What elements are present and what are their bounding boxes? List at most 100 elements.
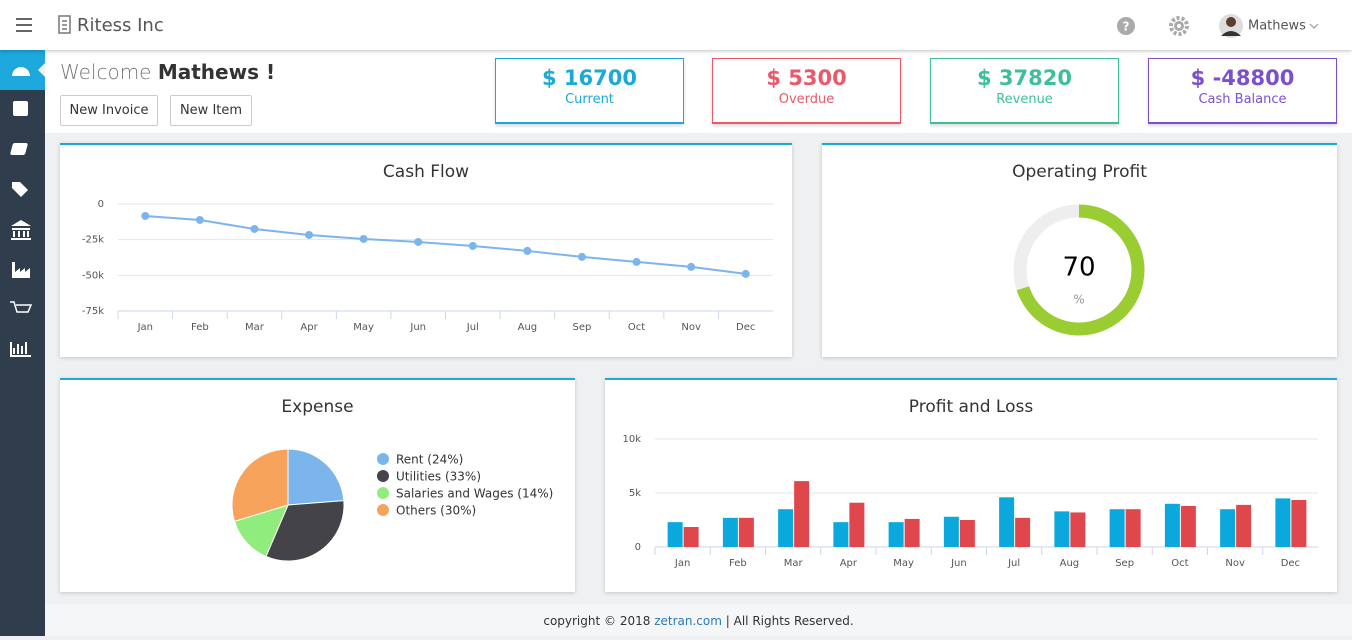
kpi-value: $ -48800 [1190,66,1295,90]
bar [1070,512,1086,547]
x-tick-label: May [353,322,374,333]
kpi-value: $ 16700 [542,66,637,90]
legend-label: Others (30%) [396,504,476,518]
bar [833,522,849,547]
chart-card: Operating Profit 70% [822,143,1337,357]
x-tick-label: Mar [784,558,804,569]
x-tick-label: Feb [729,558,747,569]
line [145,214,746,275]
y-tick-label: -25k [82,235,104,246]
kpi-label: Overdue [778,92,835,107]
kpi-card: $ -48800 Cash Balance [1148,58,1337,124]
welcome-bar [45,50,1352,133]
settings-icon[interactable] [1169,16,1189,36]
bar [667,522,683,547]
point [141,211,150,220]
x-tick-label: Dec [1281,558,1300,569]
bar [683,527,699,547]
x-tick-label: Dec [736,322,755,333]
menu-icon[interactable] [16,18,32,32]
x-tick-label: Aug [1060,558,1080,569]
point [632,257,641,266]
y-tick-label: -50k [82,270,104,281]
bar [1125,509,1141,547]
avatar[interactable] [1219,14,1243,38]
bar [1164,503,1180,547]
brand[interactable]: Ritess Inc [77,15,164,36]
sidebar [0,50,45,636]
chart: Expense Rent (24%) Utilities (33%) Salaries… [231,397,553,562]
copyright: copyright © 2018 [543,614,651,628]
x-tick-label: Jun [409,322,426,333]
x-tick-label: Sep [1115,558,1134,569]
point [468,241,477,250]
legend-label: Rent (24%) [396,453,463,467]
bar [943,516,959,547]
legend-swatch [377,487,389,499]
footer-link[interactable]: zetran.com [654,614,722,628]
report-icon[interactable] [10,342,31,357]
legend-swatch [377,470,389,482]
x-tick-label: Sep [573,322,592,333]
help-icon[interactable]: ? [1117,17,1135,35]
rights: | All Rights Reserved. [725,614,854,628]
industry-icon[interactable] [12,262,30,278]
kpi-card: $ 5300 Overdue [712,58,901,124]
x-tick-label: Apr [840,558,858,569]
pie-slice [287,448,345,506]
y-tick-label: 10k [622,434,641,445]
legend-label: Salaries and Wages (14%) [396,487,553,501]
bar [1291,500,1307,547]
point [577,252,586,261]
kpi-card: $ 16700 Current [495,58,684,124]
gauge-arc [1016,204,1145,336]
bar [1015,517,1031,547]
bar [1109,509,1125,547]
top-bar-icons: Ritess Inc ? Mathews [16,14,1319,38]
chart-card: Profit and Loss 0 5k 10k Jan Feb Mar Apr May Jun J… [605,378,1337,592]
button[interactable]: New Item [170,95,252,126]
x-tick-label: Oct [1171,558,1188,569]
kpi-label: Revenue [996,92,1053,107]
tag-icon[interactable] [12,182,28,197]
x-tick-label: Nov [681,322,701,333]
bar [1236,504,1252,547]
point [195,215,204,224]
kpi-value: $ 37820 [977,66,1072,90]
chart-card: Expense Rent (24%) Utilities (33%) Salaries… [60,378,575,592]
bank-icon[interactable] [11,220,31,240]
point [305,230,314,239]
user-caret[interactable] [1309,23,1319,29]
x-tick-label: Jul [466,322,479,333]
book-icon[interactable] [10,143,28,155]
point [414,237,423,246]
bar [904,518,920,547]
user-name[interactable]: Mathews [1248,19,1306,34]
x-tick-label: Mar [245,322,265,333]
dashboard-icon[interactable] [12,67,30,76]
chart: Profit and Loss 0 5k 10k Jan Feb Mar Apr May Jun J… [622,397,1318,569]
y-tick-label: 0 [635,542,641,553]
kpi-value: $ 5300 [766,66,847,90]
cart-icon[interactable] [10,301,33,313]
x-tick-label: Oct [628,322,645,333]
y-tick-label: -75k [82,306,104,317]
chart-card: Cash Flow 0 -25k -50k -75k Jan Feb Mar Apr May Jun… [60,143,792,357]
contacts-icon[interactable] [13,101,28,116]
bar [794,481,810,547]
top-bar: Ritess Inc ? Mathews [0,0,1352,50]
x-tick-label: Apr [300,322,318,333]
bar [1180,505,1196,547]
x-tick-label: Aug [518,322,538,333]
chart-title: Cash Flow [383,162,469,182]
bar [959,520,975,547]
button[interactable]: New Invoice [60,95,158,126]
chart-title: Profit and Loss [909,397,1034,417]
kpi-card: $ 37820 Revenue [930,58,1119,124]
kpi-label: Current [565,92,614,107]
active-notch [38,63,45,77]
y-tick-label: 0 [98,199,104,210]
bar [722,517,738,547]
footer: copyright © 2018 zetran.com | All Rights… [45,604,1352,636]
